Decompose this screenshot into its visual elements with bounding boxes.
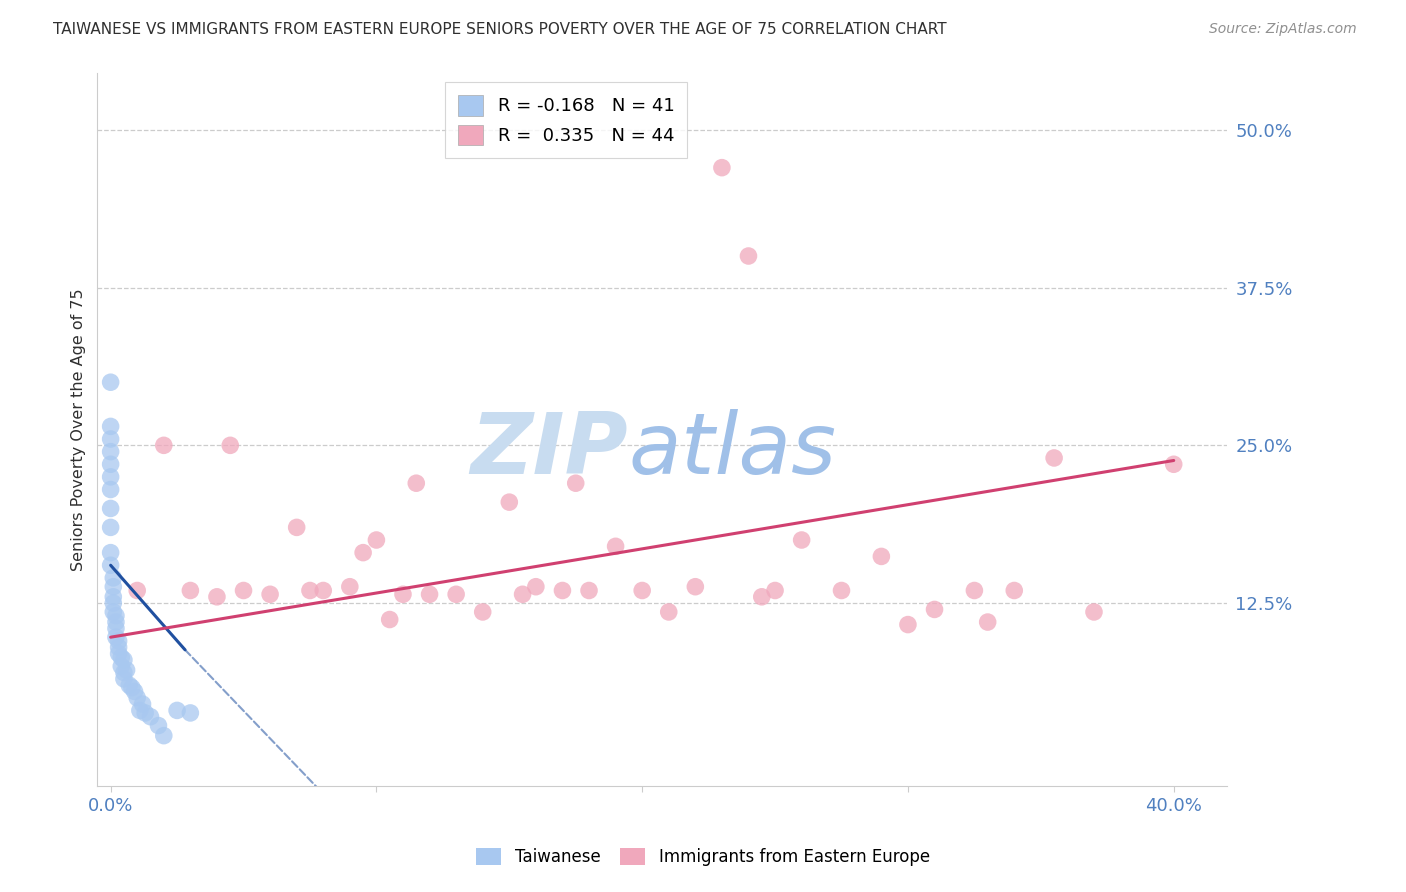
Point [148, 718, 170, 732]
Point [100, 558, 122, 573]
Point [378, 613, 401, 627]
Point [870, 549, 893, 564]
Point [312, 583, 335, 598]
Point [737, 249, 759, 263]
Point [100, 546, 122, 560]
Legend: Taiwanese, Immigrants from Eastern Europe: Taiwanese, Immigrants from Eastern Europ… [470, 841, 936, 873]
Point [100, 432, 122, 446]
Point [790, 533, 813, 547]
Point [179, 706, 201, 720]
Point [127, 583, 149, 598]
Point [128, 703, 150, 717]
Point [152, 729, 174, 743]
Point [152, 438, 174, 452]
Point [118, 678, 141, 692]
Point [1083, 605, 1105, 619]
Y-axis label: Seniors Poverty Over the Age of 75: Seniors Poverty Over the Age of 75 [72, 288, 86, 571]
Point [124, 684, 146, 698]
Point [498, 495, 520, 509]
Point [605, 539, 627, 553]
Point [103, 580, 125, 594]
Point [104, 630, 127, 644]
Point [352, 546, 374, 560]
Point [112, 653, 135, 667]
Text: ZIP: ZIP [471, 409, 628, 492]
Point [107, 647, 129, 661]
Point [419, 587, 441, 601]
Point [232, 583, 254, 598]
Point [658, 605, 681, 619]
Point [179, 583, 201, 598]
Point [103, 596, 125, 610]
Point [685, 580, 707, 594]
Point [551, 583, 574, 598]
Point [100, 457, 122, 471]
Point [107, 634, 129, 648]
Point [112, 665, 135, 680]
Point [392, 587, 415, 601]
Text: TAIWANESE VS IMMIGRANTS FROM EASTERN EUROPE SENIORS POVERTY OVER THE AGE OF 75 C: TAIWANESE VS IMMIGRANTS FROM EASTERN EUR… [53, 22, 948, 37]
Point [121, 681, 143, 695]
Point [139, 709, 162, 723]
Point [1043, 450, 1066, 465]
Point [110, 659, 132, 673]
Point [259, 587, 281, 601]
Point [100, 483, 122, 497]
Point [405, 476, 427, 491]
Point [112, 672, 135, 686]
Point [103, 590, 125, 604]
Point [444, 587, 467, 601]
Point [100, 444, 122, 458]
Point [924, 602, 946, 616]
Point [831, 583, 853, 598]
Point [166, 703, 188, 717]
Point [134, 706, 156, 720]
Point [285, 520, 308, 534]
Point [524, 580, 547, 594]
Point [366, 533, 388, 547]
Point [471, 605, 494, 619]
Point [104, 608, 127, 623]
Point [100, 501, 122, 516]
Text: Source: ZipAtlas.com: Source: ZipAtlas.com [1209, 22, 1357, 37]
Point [631, 583, 654, 598]
Point [751, 590, 773, 604]
Point [205, 590, 228, 604]
Point [110, 650, 132, 665]
Point [512, 587, 534, 601]
Point [104, 615, 127, 629]
Point [100, 470, 122, 484]
Text: atlas: atlas [628, 409, 837, 492]
Point [107, 640, 129, 655]
Point [710, 161, 733, 175]
Point [100, 376, 122, 390]
Point [131, 697, 153, 711]
Point [219, 438, 242, 452]
Point [100, 520, 122, 534]
Point [578, 583, 600, 598]
Point [298, 583, 321, 598]
Point [104, 621, 127, 635]
Point [1002, 583, 1025, 598]
Point [564, 476, 586, 491]
Point [103, 571, 125, 585]
Point [100, 419, 122, 434]
Point [127, 690, 149, 705]
Point [897, 617, 920, 632]
Point [963, 583, 986, 598]
Point [115, 663, 138, 677]
Point [763, 583, 786, 598]
Point [103, 605, 125, 619]
Point [976, 615, 998, 629]
Legend: R = -0.168   N = 41, R =  0.335   N = 44: R = -0.168 N = 41, R = 0.335 N = 44 [446, 82, 688, 158]
Point [1163, 457, 1185, 471]
Point [339, 580, 361, 594]
